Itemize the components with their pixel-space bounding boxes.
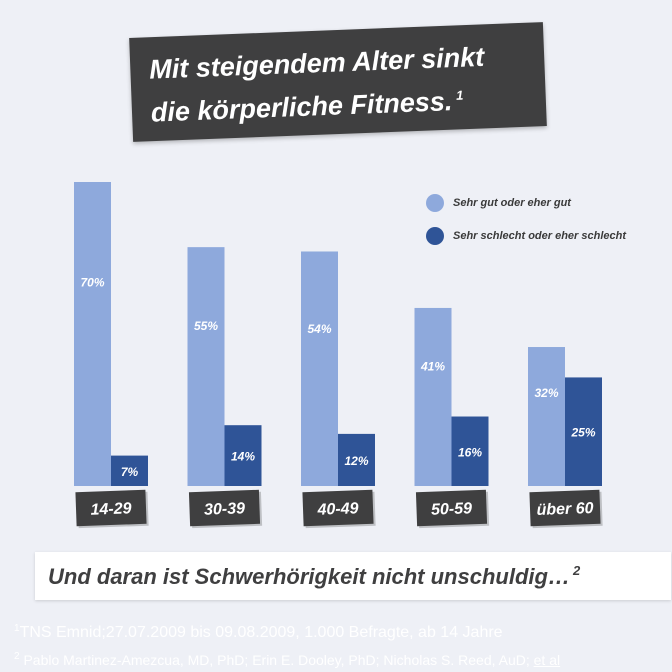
bar-bad-0 [111, 455, 148, 486]
legend-label-good: Sehr gut oder eher gut [453, 197, 571, 209]
category-label-box-2: 40-49 [302, 489, 376, 529]
footnote-2: 2 Pablo Martinez-Amezcua, MD, PhD; Erin … [14, 651, 560, 668]
legend: Sehr gut oder eher gut Sehr schlecht ode… [426, 193, 626, 259]
bar-good-2 [301, 251, 338, 486]
legend-swatch-bad [426, 227, 444, 245]
subtitle-footnote-marker: 2 [572, 563, 581, 578]
bar-chart: 70% 7% 14-29 55% 14% 30-39 54% 12% 40-49 41% 16% 50… [74, 182, 603, 529]
subtitle: Und daran ist Schwerhörigkeit nicht unsc… [48, 563, 580, 590]
bar-value-label-bad-1: 14% [231, 450, 255, 464]
footnote-1-number: 1 [14, 623, 20, 634]
category-label-3: 50-59 [431, 500, 473, 518]
category-label-1: 30-39 [204, 500, 246, 518]
category-label-box-0: 14-29 [75, 489, 149, 529]
subtitle-box [35, 552, 671, 600]
bar-value-label-good-2: 54% [307, 322, 331, 336]
category-label-2: 40-49 [316, 500, 359, 518]
footnote-2-text: Pablo Martinez-Amezcua, MD, PhD; Erin E.… [23, 652, 530, 668]
bar-good-3 [414, 307, 452, 486]
category-label-box-4: über 60 [529, 489, 603, 529]
footnote-2-number: 2 [14, 651, 20, 662]
footnote-2-link[interactable]: et al [533, 652, 561, 668]
legend-label-bad: Sehr schlecht oder eher schlecht [453, 230, 627, 242]
bar-value-label-bad-0: 7% [121, 465, 139, 479]
bar-value-label-bad-4: 25% [570, 426, 595, 440]
category-label-box-3: 50-59 [415, 489, 490, 529]
bar-bad-4 [565, 377, 602, 486]
category-label-4: über 60 [536, 500, 594, 519]
bar-value-label-good-3: 41% [420, 360, 445, 374]
bar-good-1 [187, 247, 225, 486]
bar-value-label-bad-3: 16% [458, 445, 482, 459]
footnote-1: 1TNS Emnid;27.07.2009 bis 09.08.2009, 1.… [14, 623, 503, 642]
legend-item-good: Sehr gut oder eher gut [426, 193, 626, 213]
bar-good-4 [528, 347, 565, 486]
footnote-1-text: TNS Emnid;27.07.2009 bis 09.08.2009, 1.0… [19, 624, 503, 641]
legend-swatch-good [426, 194, 444, 212]
category-label-0: 14-29 [90, 500, 132, 518]
legend-item-bad: Sehr schlecht oder eher schlecht [426, 226, 626, 246]
bar-value-label-good-0: 70% [80, 275, 104, 289]
category-label-box-1: 30-39 [188, 489, 263, 529]
bar-value-label-good-4: 32% [534, 386, 558, 400]
bar-value-label-bad-2: 12% [344, 454, 368, 468]
bar-value-label-good-1: 55% [194, 319, 218, 333]
bar-bad-2 [338, 433, 375, 486]
subtitle-text: Und daran ist Schwerhörigkeit nicht unsc… [48, 564, 570, 589]
bar-bad-1 [224, 425, 262, 486]
bar-bad-3 [451, 416, 489, 486]
bar-good-0 [74, 182, 111, 486]
